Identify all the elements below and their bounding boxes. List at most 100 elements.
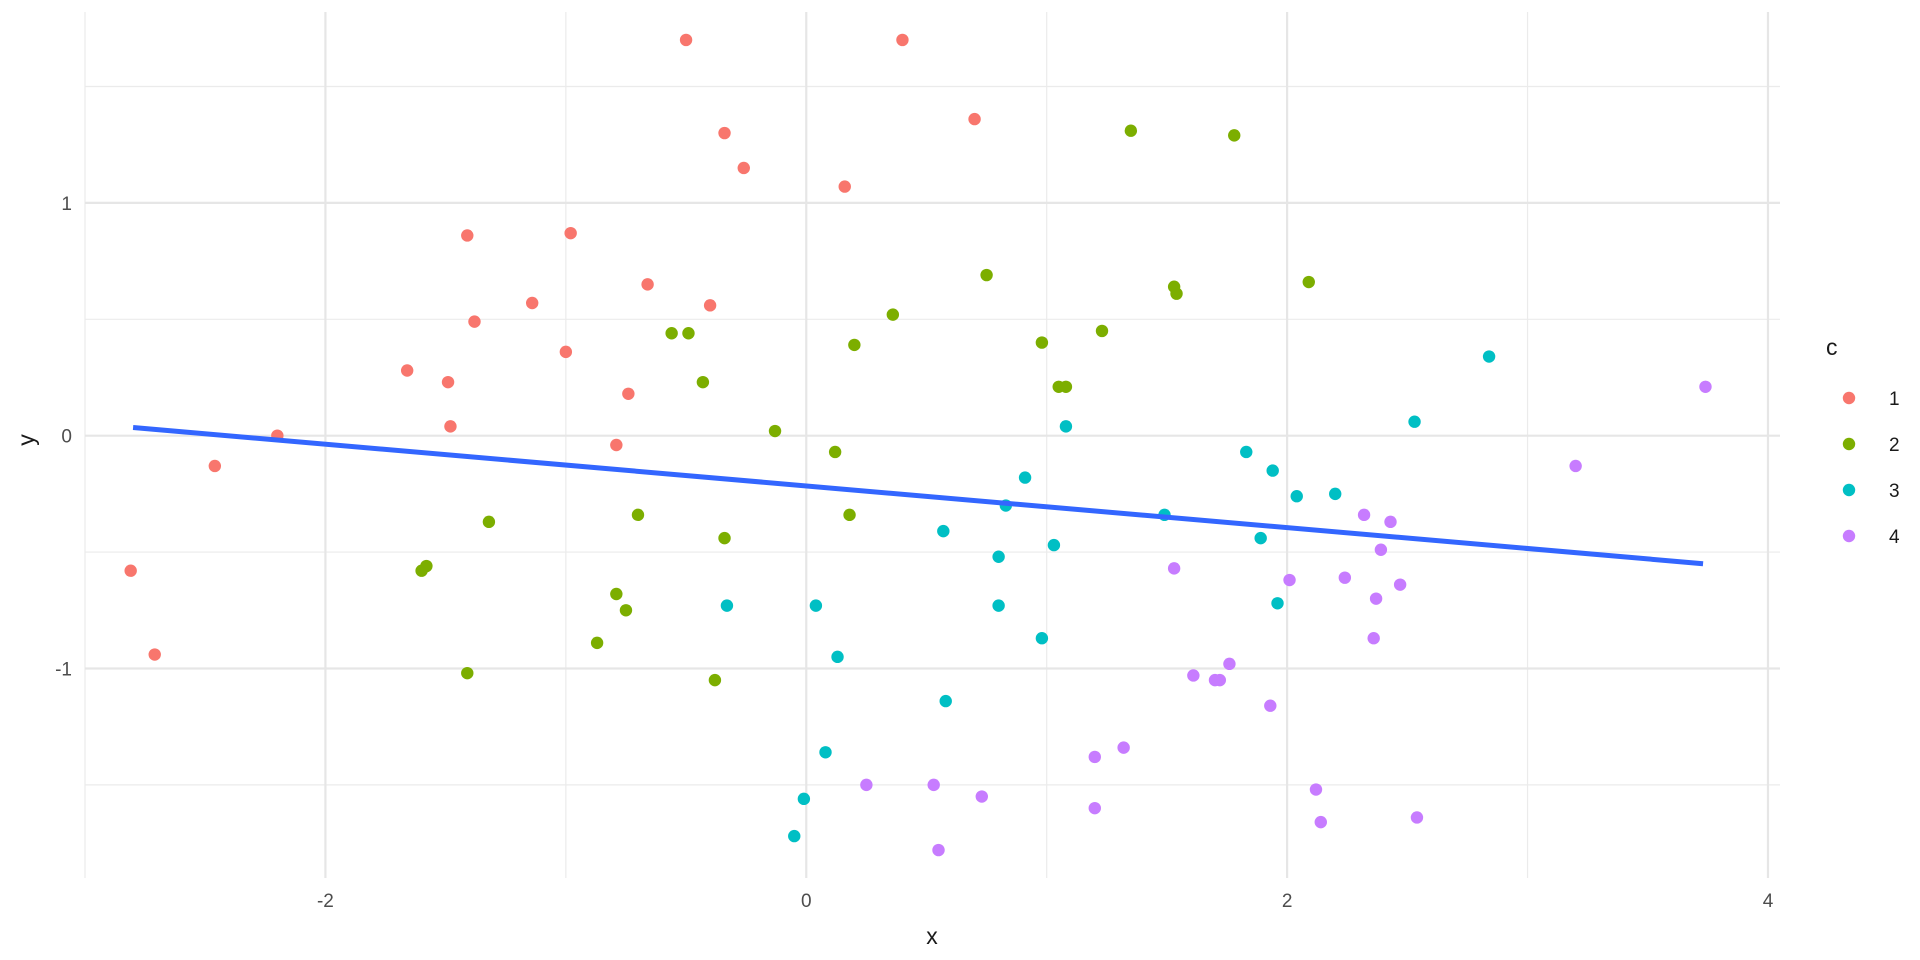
data-point-series-3 — [1290, 490, 1303, 503]
data-point-series-2 — [848, 338, 861, 352]
data-point-series-2 — [718, 531, 731, 545]
data-point-series-3 — [937, 524, 950, 538]
data-point-series-2 — [461, 666, 474, 680]
data-point-series-1 — [559, 345, 573, 359]
legend-key-4 — [1842, 529, 1856, 543]
x-tick-label: 4 — [1763, 891, 1774, 912]
data-point-series-3 — [1059, 420, 1073, 433]
data-point-series-1 — [208, 459, 222, 473]
x-tick-label: -2 — [317, 891, 334, 912]
data-point-series-1 — [400, 364, 414, 377]
data-point-series-2 — [665, 327, 678, 340]
data-point-series-2 — [590, 636, 604, 650]
data-point-series-4 — [1264, 699, 1277, 712]
data-point-series-2 — [980, 268, 993, 282]
data-point-series-2 — [610, 587, 623, 601]
data-point-series-2 — [420, 559, 433, 573]
data-point-series-1 — [622, 387, 635, 400]
data-point-series-3 — [939, 694, 952, 708]
data-point-series-4 — [1117, 741, 1130, 754]
data-point-series-3 — [809, 599, 823, 612]
y-tick-label: 0 — [61, 427, 72, 448]
data-point-series-3 — [1329, 487, 1342, 501]
data-point-series-2 — [1124, 124, 1138, 137]
data-point-series-1 — [124, 564, 137, 577]
data-point-series-4 — [1569, 459, 1582, 473]
data-point-series-2 — [708, 673, 722, 687]
data-point-series-3 — [1266, 464, 1279, 477]
data-point-series-2 — [886, 308, 900, 321]
data-point-series-3 — [1482, 350, 1496, 363]
data-point-series-2 — [768, 424, 782, 438]
legend-label-3: 3 — [1889, 481, 1900, 502]
data-point-series-4 — [1088, 750, 1101, 764]
data-point-series-2 — [1035, 336, 1049, 349]
data-point-series-4 — [1357, 508, 1371, 522]
y-tick-label: -1 — [55, 659, 72, 680]
data-point-series-1 — [737, 161, 750, 175]
data-point-series-3 — [1408, 415, 1421, 428]
data-point-series-2 — [482, 515, 496, 529]
y-tick-label: 1 — [61, 194, 72, 215]
data-point-series-4 — [1167, 562, 1181, 575]
data-point-series-3 — [992, 599, 1005, 612]
data-point-series-3 — [819, 746, 832, 759]
data-point-series-4 — [1088, 801, 1101, 815]
data-point-series-2 — [1228, 129, 1241, 142]
x-tick-label: 0 — [801, 891, 812, 912]
data-point-series-4 — [1208, 673, 1222, 687]
data-point-series-4 — [1223, 657, 1236, 671]
data-point-series-4 — [1187, 669, 1200, 682]
data-point-series-3 — [1240, 445, 1253, 459]
x-tick-label: 2 — [1282, 891, 1293, 912]
data-point-series-2 — [696, 375, 710, 389]
data-points — [124, 33, 1712, 857]
data-point-series-4 — [1410, 811, 1424, 824]
data-point-series-4 — [1369, 592, 1383, 605]
data-point-series-1 — [525, 296, 539, 310]
legend-key-1 — [1842, 391, 1856, 405]
trend-line — [132, 425, 1704, 567]
data-point-series-4 — [1283, 573, 1296, 587]
data-point-series-2 — [1095, 324, 1109, 338]
data-point-series-1 — [641, 278, 654, 291]
legend-label-4: 4 — [1889, 527, 1900, 548]
data-point-series-4 — [932, 843, 945, 857]
legend: c 1 2 3 4 — [1826, 334, 1900, 548]
data-point-series-2 — [1302, 275, 1315, 289]
data-point-series-2 — [1170, 287, 1183, 300]
data-point-series-1 — [896, 33, 909, 47]
data-point-series-4 — [1314, 815, 1327, 829]
data-point-series-4 — [927, 778, 940, 792]
data-point-series-1 — [679, 33, 693, 47]
data-point-series-1 — [441, 375, 455, 389]
data-point-series-4 — [860, 778, 873, 792]
data-point-series-2 — [631, 508, 645, 522]
legend-title: c — [1826, 334, 1838, 360]
data-point-series-2 — [1059, 380, 1073, 394]
data-point-series-3 — [1047, 538, 1061, 552]
data-point-series-3 — [831, 650, 844, 664]
data-point-series-3 — [1035, 632, 1049, 645]
x-axis-ticks: -2 0 2 4 — [317, 891, 1774, 912]
x-axis-title: x — [926, 923, 938, 949]
legend-key-3 — [1842, 483, 1856, 497]
data-point-series-3 — [992, 550, 1005, 563]
legend-label-2: 2 — [1889, 435, 1900, 456]
data-point-series-1 — [610, 438, 623, 452]
data-point-series-1 — [461, 229, 474, 242]
data-point-series-1 — [444, 420, 457, 433]
data-point-series-2 — [828, 445, 842, 459]
data-point-series-3 — [720, 599, 734, 612]
data-point-series-4 — [1374, 543, 1388, 556]
data-point-series-3 — [797, 792, 811, 806]
data-point-series-1 — [468, 315, 481, 328]
y-axis-title: y — [13, 434, 39, 446]
data-point-series-4 — [1393, 578, 1407, 591]
legend-key-2 — [1842, 437, 1856, 451]
grid-major — [85, 12, 1780, 878]
data-point-series-4 — [1338, 571, 1352, 584]
data-point-series-2 — [682, 327, 695, 340]
data-point-series-4 — [975, 790, 988, 803]
